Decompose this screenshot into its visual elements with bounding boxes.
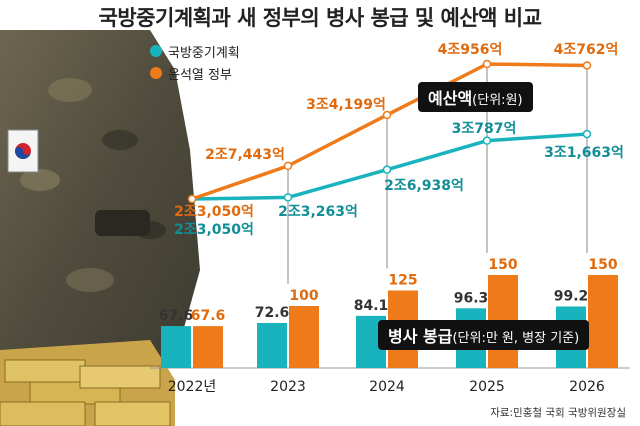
bar-value-label: 150 — [588, 257, 617, 273]
bar — [588, 275, 618, 368]
budget-value-label: 4조762억 — [554, 42, 619, 58]
budget-point — [283, 193, 293, 202]
budget-value-label: 2조6,938억 — [384, 178, 464, 194]
page-title: 국방중기계획과 새 정부의 병사 봉급 및 예산액 비교 — [98, 6, 542, 30]
salary-box-unit: (단위:만 원, 병장 기준) — [452, 331, 580, 346]
budget-value-label: 2조7,443억 — [205, 147, 285, 163]
budget-value-label: 3조787억 — [452, 121, 517, 137]
budget-value-label: 4조956억 — [438, 42, 503, 58]
budget-value-label: 3조1,663억 — [544, 145, 624, 161]
bar — [289, 306, 319, 368]
source-note: 자료:민홍철 국회 국방위원장실 — [490, 407, 626, 419]
bar-value-label: 84.1 — [354, 298, 389, 314]
bar-value-label: 100 — [289, 288, 318, 304]
budget-value-label: 2조3,263억 — [278, 204, 358, 220]
budget-point — [283, 161, 293, 171]
bar-value-label: 72.6 — [255, 305, 290, 321]
x-tick-label: 2024 — [369, 379, 405, 395]
budget-label-box: 예산액(단위:원) — [418, 82, 533, 112]
budget-value-label: 3조4,199억 — [306, 97, 386, 113]
bar-value-label: 67.6 — [159, 308, 194, 324]
x-tick-label: 2023 — [270, 379, 306, 395]
bar-value-label: 125 — [388, 273, 417, 289]
x-tick-label: 2026 — [569, 379, 605, 395]
budget-point — [382, 110, 392, 120]
x-tick-label: 2022년 — [168, 379, 217, 395]
bar-value-label: 150 — [488, 257, 517, 273]
legend: 국방중기계획 윤석열 정부 — [150, 40, 240, 84]
legend-swatch-government — [150, 67, 162, 79]
salary-box-title: 병사 봉급 — [388, 327, 453, 346]
soldier-and-money-photo — [0, 30, 200, 426]
bar-value-label: 99.2 — [554, 288, 589, 304]
budget-box-title: 예산액 — [428, 89, 473, 108]
bar — [161, 326, 191, 368]
legend-label-government: 윤석열 정부 — [168, 67, 232, 83]
budget-point — [382, 165, 392, 174]
bar-value-label: 67.6 — [191, 308, 226, 324]
legend-item-midterm: 국방중기계획 — [150, 40, 240, 62]
salary-label-box: 병사 봉급(단위:만 원, 병장 기준) — [378, 320, 590, 350]
budget-value-label: 2조3,050억 — [174, 222, 254, 238]
budget-point — [482, 136, 492, 145]
budget-box-unit: (단위:원) — [472, 93, 523, 108]
legend-label-midterm: 국방중기계획 — [168, 45, 240, 61]
budget-point — [482, 59, 492, 69]
legend-item-government: 윤석열 정부 — [150, 62, 240, 84]
budget-point — [582, 61, 592, 70]
legend-swatch-midterm — [150, 45, 162, 57]
bar — [193, 326, 223, 368]
budget-point — [187, 194, 197, 204]
bar-value-label: 96.3 — [454, 290, 489, 306]
budget-value-label: 2조3,050억 — [174, 204, 254, 220]
x-tick-label: 2025 — [469, 379, 505, 395]
bar — [257, 322, 287, 368]
budget-point — [582, 129, 592, 139]
